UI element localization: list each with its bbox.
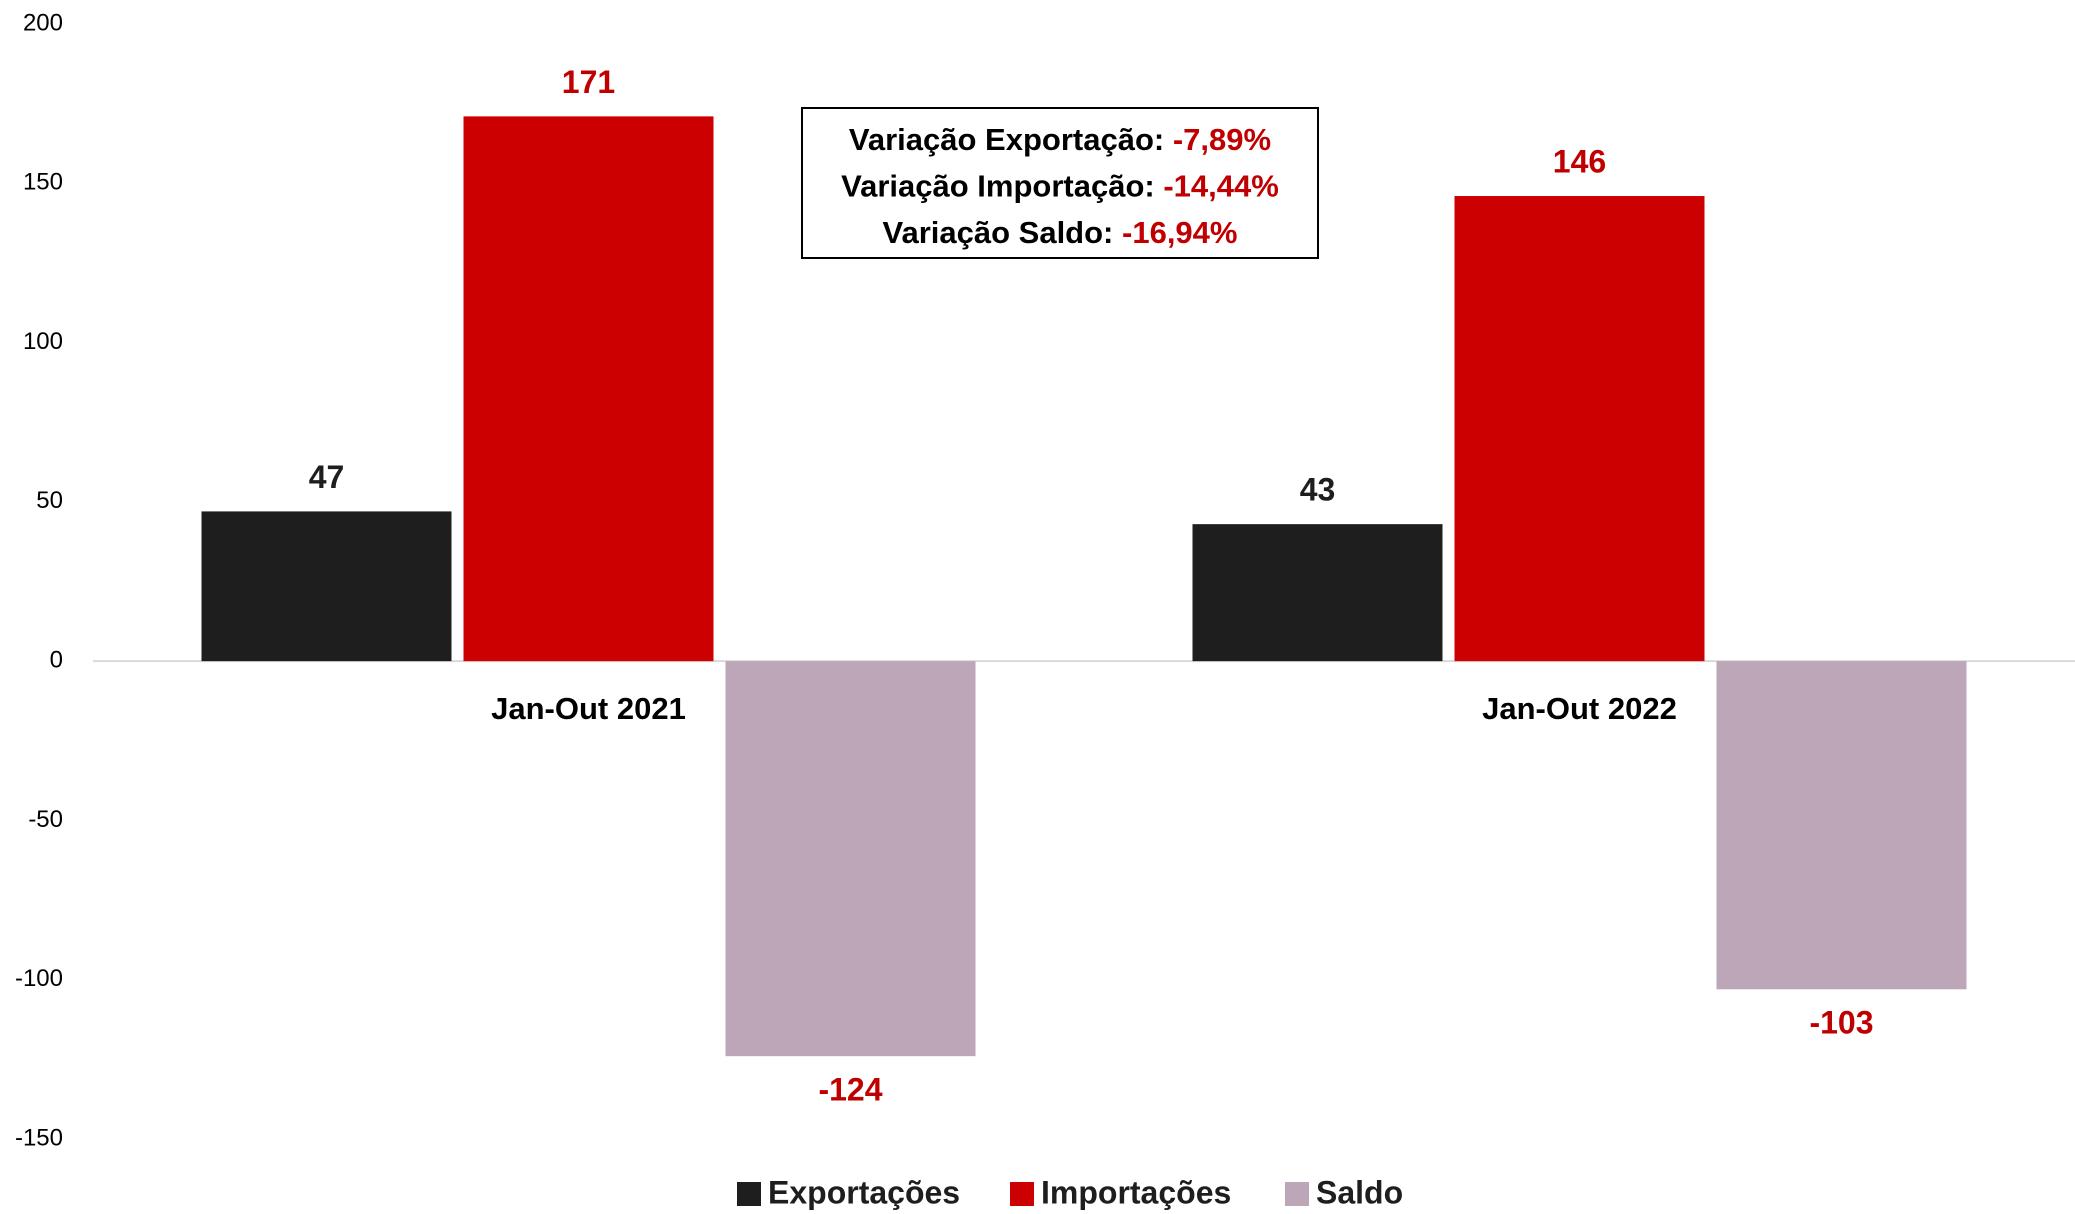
legend-swatch — [1285, 1182, 1309, 1206]
data-label: 43 — [1300, 472, 1336, 508]
annotation-line: Variação Saldo: -16,94% — [883, 215, 1238, 250]
bar — [1192, 524, 1443, 662]
data-label: 47 — [309, 459, 345, 495]
data-label: -124 — [818, 1072, 882, 1108]
y-tick-label: 200 — [23, 9, 63, 36]
annotation-value: -14,44% — [1163, 169, 1278, 204]
y-tick-label: 100 — [23, 328, 63, 355]
annotation-label: Variação Saldo: — [883, 215, 1114, 250]
y-tick-label: 0 — [50, 646, 63, 673]
y-tick-label: 150 — [23, 169, 63, 196]
data-label: 146 — [1553, 143, 1606, 179]
annotation-label: Variação Exportação: — [849, 122, 1164, 157]
x-tick-label: Jan-Out 2021 — [491, 691, 686, 726]
data-label: -103 — [1809, 1005, 1873, 1041]
data-label: 171 — [562, 64, 615, 100]
y-tick-label: -100 — [15, 965, 63, 992]
bar — [725, 661, 976, 1057]
legend-label: Importações — [1041, 1174, 1231, 1210]
annotation-line: Variação Exportação: -7,89% — [849, 122, 1271, 157]
y-tick-label: -150 — [15, 1124, 63, 1151]
bar — [201, 511, 452, 662]
annotation-line: Variação Importação: -14,44% — [841, 169, 1279, 204]
bar — [463, 116, 714, 662]
legend-label: Saldo — [1316, 1174, 1403, 1210]
annotation-box — [801, 107, 1319, 259]
annotation-value: -7,89% — [1173, 122, 1271, 157]
y-tick-label: -50 — [28, 806, 63, 833]
annotation-label: Variação Importação: — [841, 169, 1155, 204]
x-tick-label: Jan-Out 2022 — [1482, 691, 1677, 726]
legend-swatch — [1010, 1182, 1034, 1206]
bar — [1454, 196, 1705, 662]
legend-label: Exportações — [768, 1174, 960, 1210]
annotation-value: -16,94% — [1122, 215, 1237, 250]
bar — [1716, 661, 1967, 990]
legend-swatch — [737, 1182, 761, 1206]
y-tick-label: 50 — [36, 487, 63, 514]
